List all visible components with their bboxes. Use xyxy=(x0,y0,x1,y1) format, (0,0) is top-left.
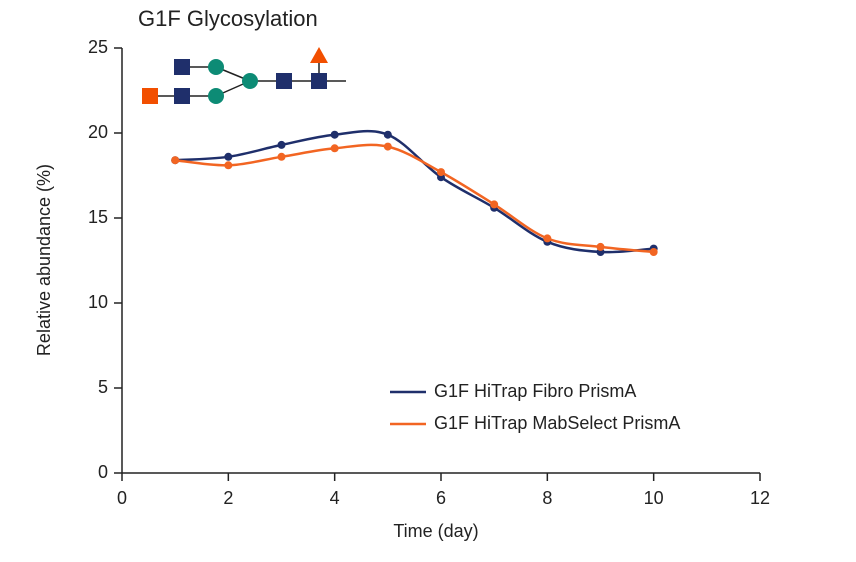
data-point xyxy=(490,200,499,209)
x-axis-label: Time (day) xyxy=(393,521,478,541)
data-point xyxy=(277,152,286,161)
data-point xyxy=(171,156,180,165)
series-line xyxy=(175,129,654,254)
y-tick-label: 15 xyxy=(88,207,108,227)
x-tick-label: 0 xyxy=(117,488,127,508)
legend-label: G1F HiTrap MabSelect PrismA xyxy=(434,413,680,433)
x-tick-label: 10 xyxy=(644,488,664,508)
y-tick-label: 5 xyxy=(98,377,108,397)
y-axis-label: Relative abundance (%) xyxy=(34,164,54,356)
x-tick-label: 12 xyxy=(750,488,770,508)
data-point xyxy=(649,248,658,256)
data-point xyxy=(224,152,233,161)
y-tick-label: 0 xyxy=(98,462,108,482)
data-point xyxy=(437,168,445,177)
data-point xyxy=(543,234,552,243)
data-point xyxy=(383,142,392,151)
x-tick-label: 2 xyxy=(223,488,233,508)
data-point xyxy=(596,242,605,251)
x-tick-label: 6 xyxy=(436,488,446,508)
data-point xyxy=(277,140,286,149)
glycan-icon xyxy=(142,47,346,104)
data-point xyxy=(330,144,339,153)
legend-label: G1F HiTrap Fibro PrismA xyxy=(434,381,636,401)
data-point xyxy=(224,161,233,170)
chart-title: G1F Glycosylation xyxy=(138,6,318,31)
data-point xyxy=(383,130,392,139)
y-tick-label: 20 xyxy=(88,122,108,142)
y-tick-label: 10 xyxy=(88,292,108,312)
x-tick-label: 8 xyxy=(542,488,552,508)
series-line xyxy=(175,143,654,254)
y-tick-label: 25 xyxy=(88,37,108,57)
x-tick-label: 4 xyxy=(330,488,340,508)
data-point xyxy=(330,130,339,139)
